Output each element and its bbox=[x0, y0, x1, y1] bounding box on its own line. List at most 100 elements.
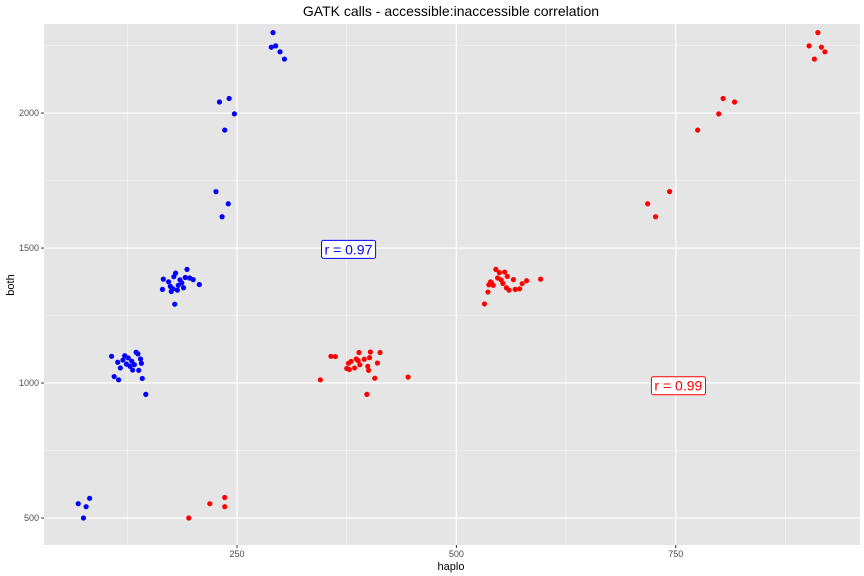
data-point bbox=[138, 360, 144, 366]
data-point bbox=[516, 286, 523, 292]
data-point bbox=[504, 273, 510, 280]
data-point bbox=[120, 357, 126, 363]
label-text: r = 0.97 bbox=[325, 241, 373, 257]
y-tick-label: 1000 bbox=[19, 378, 39, 388]
y-tick-label: 1500 bbox=[19, 243, 39, 253]
major-grid bbox=[44, 24, 860, 545]
data-point bbox=[281, 56, 288, 62]
data-point bbox=[652, 214, 659, 220]
data-point bbox=[87, 495, 93, 501]
data-point bbox=[806, 43, 812, 49]
x-tick-label: 250 bbox=[230, 549, 245, 559]
data-point bbox=[179, 280, 185, 286]
data-point bbox=[731, 99, 738, 105]
data-point bbox=[143, 391, 149, 397]
data-point bbox=[485, 289, 491, 295]
data-point bbox=[115, 377, 122, 383]
label-text: r = 0.99 bbox=[654, 378, 702, 394]
data-point bbox=[165, 279, 172, 285]
data-point bbox=[117, 365, 123, 371]
data-point bbox=[317, 377, 323, 383]
data-point bbox=[645, 201, 651, 207]
data-point bbox=[365, 363, 371, 369]
data-point bbox=[170, 286, 176, 292]
data-point bbox=[510, 277, 517, 283]
data-point bbox=[130, 367, 136, 373]
data-point bbox=[111, 373, 117, 380]
data-point bbox=[506, 287, 512, 293]
data-point bbox=[493, 266, 499, 272]
data-point bbox=[173, 270, 179, 276]
data-point bbox=[125, 355, 131, 361]
data-points bbox=[75, 30, 828, 521]
chart-title: GATK calls - accessible:inaccessible cor… bbox=[303, 3, 599, 19]
data-point bbox=[720, 95, 726, 102]
correlation-label: r = 0.99 bbox=[650, 376, 707, 396]
data-point bbox=[231, 111, 237, 117]
data-point bbox=[222, 504, 228, 510]
data-point bbox=[405, 374, 411, 380]
data-point bbox=[225, 201, 231, 207]
data-point bbox=[135, 351, 141, 357]
data-point bbox=[131, 362, 137, 368]
x-axis-title: haplo bbox=[438, 561, 465, 573]
data-point bbox=[213, 189, 219, 195]
data-point bbox=[523, 278, 530, 284]
data-point bbox=[172, 301, 178, 307]
label-box bbox=[650, 376, 707, 396]
data-point bbox=[184, 266, 190, 272]
data-point bbox=[374, 360, 381, 366]
data-point bbox=[357, 362, 363, 368]
data-point bbox=[270, 30, 276, 36]
data-point bbox=[222, 494, 228, 501]
data-point bbox=[180, 285, 187, 291]
data-point bbox=[695, 127, 701, 133]
x-axis: 250 500 750 bbox=[230, 545, 683, 559]
correlation-labels: r = 0.97 r = 0.99 bbox=[321, 239, 707, 396]
data-point bbox=[355, 358, 361, 364]
data-point bbox=[519, 281, 525, 287]
data-point bbox=[83, 504, 89, 510]
data-point bbox=[196, 281, 202, 288]
data-point bbox=[716, 111, 722, 117]
y-axis-title: both bbox=[5, 274, 17, 295]
data-point bbox=[226, 95, 232, 102]
data-point bbox=[190, 277, 196, 283]
data-point bbox=[222, 127, 228, 133]
data-point bbox=[328, 353, 334, 359]
data-point bbox=[127, 363, 133, 369]
data-point bbox=[496, 270, 502, 276]
data-point bbox=[80, 515, 87, 521]
data-point bbox=[352, 365, 358, 371]
data-point bbox=[512, 286, 518, 292]
data-point bbox=[174, 287, 180, 293]
data-point bbox=[377, 349, 383, 356]
data-point bbox=[273, 43, 279, 49]
correlation-label: r = 0.97 bbox=[321, 239, 377, 259]
data-point bbox=[75, 501, 81, 507]
data-point bbox=[502, 269, 508, 275]
data-point bbox=[115, 359, 121, 365]
data-point bbox=[186, 515, 192, 521]
data-point bbox=[364, 391, 370, 397]
data-point bbox=[356, 349, 362, 356]
x-tick-label: 750 bbox=[668, 549, 683, 559]
data-point bbox=[490, 282, 496, 288]
data-point bbox=[159, 286, 166, 292]
data-point bbox=[348, 358, 354, 365]
data-point bbox=[481, 301, 488, 307]
data-point bbox=[207, 501, 213, 507]
data-point bbox=[137, 356, 144, 362]
data-point bbox=[346, 366, 352, 373]
data-point bbox=[136, 367, 142, 373]
data-point bbox=[108, 353, 115, 359]
data-point bbox=[216, 99, 223, 105]
data-point bbox=[538, 276, 544, 282]
y-tick-label: 500 bbox=[24, 513, 39, 523]
data-point bbox=[160, 276, 166, 282]
data-point bbox=[815, 30, 821, 36]
data-point bbox=[361, 356, 367, 362]
data-point bbox=[500, 280, 506, 287]
data-point bbox=[268, 44, 274, 50]
data-point bbox=[367, 349, 373, 355]
